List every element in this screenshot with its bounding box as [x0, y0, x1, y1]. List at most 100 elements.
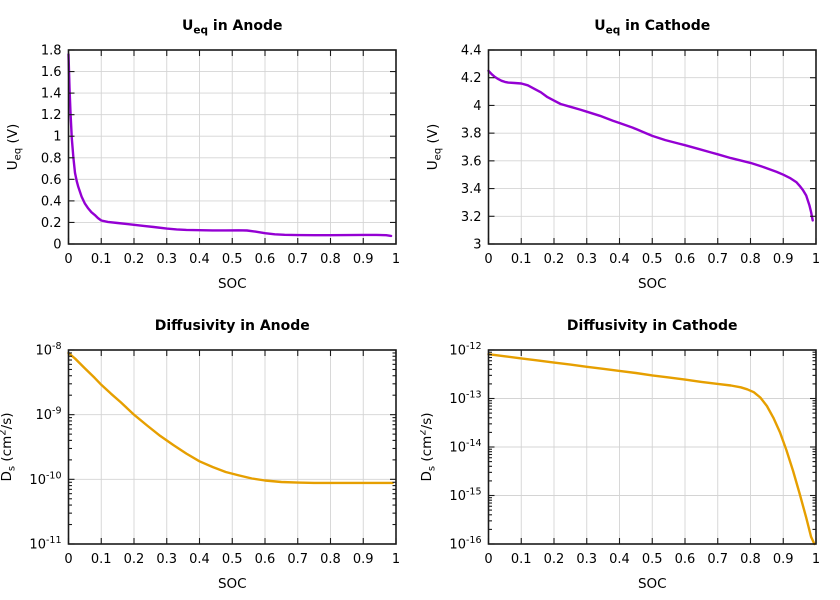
- x-axis-label: SOC: [218, 276, 247, 292]
- svg-text:0.4: 0.4: [41, 194, 62, 209]
- y-tick-labels: 3 3.2 3.4 3.6 3.8 4 4.2 4.4: [461, 44, 482, 253]
- y-axis-label: Ueq (V): [425, 124, 444, 170]
- svg-text:0.9: 0.9: [773, 252, 794, 267]
- y-tick-labels: 10-16 10-15 10-14 10-13 10-12: [449, 341, 481, 553]
- y-axis-label: Ds (cm2/s): [420, 413, 438, 482]
- y-tick-labels: 10-11 10-10 10-9 10-8: [29, 341, 61, 553]
- plot-title: Diffusivity in Cathode: [567, 318, 738, 334]
- svg-text:1: 1: [53, 130, 61, 145]
- svg-text:1: 1: [392, 552, 400, 567]
- svg-text:0.8: 0.8: [41, 151, 62, 166]
- grid-lines: [488, 349, 817, 545]
- svg-text:0.1: 0.1: [511, 552, 532, 567]
- svg-text:0.5: 0.5: [642, 252, 663, 267]
- svg-text:3.2: 3.2: [461, 210, 482, 225]
- svg-text:0.2: 0.2: [544, 552, 565, 567]
- svg-text:0.2: 0.2: [41, 216, 62, 231]
- svg-text:0.3: 0.3: [156, 552, 177, 567]
- x-tick-labels: 0 0.1 0.2 0.3 0.4 0.5 0.6 0.7 0.8 0.9 1: [484, 552, 820, 567]
- plot-title: Ueq in Anode: [182, 18, 282, 37]
- svg-text:1.2: 1.2: [41, 108, 62, 123]
- svg-text:0: 0: [64, 552, 72, 567]
- svg-text:0: 0: [64, 252, 72, 267]
- x-axis-label: SOC: [638, 276, 667, 292]
- svg-text:0.9: 0.9: [773, 552, 794, 567]
- svg-text:0.5: 0.5: [222, 552, 243, 567]
- grid-lines: [488, 49, 817, 245]
- y-tick-labels: 0 0.2 0.4 0.6 0.8 1 1.2 1.4 1.6 1.8: [41, 44, 62, 253]
- diffusivity-anode-chart: 0 0.1 0.2 0.3 0.4 0.5 0.6 0.7 0.8 0.9 110-1110-101…: [0, 318, 400, 592]
- svg-text:0.1: 0.1: [91, 252, 112, 267]
- svg-text:10-12: 10-12: [449, 341, 481, 359]
- x-tick-labels: 0 0.1 0.2 0.3 0.4 0.5 0.6 0.7 0.8 0.9 1: [64, 552, 400, 567]
- x-axis-label: SOC: [638, 576, 667, 592]
- svg-text:1: 1: [812, 252, 820, 267]
- plot-title: Diffusivity in Anode: [155, 318, 310, 334]
- svg-text:4.4: 4.4: [461, 44, 482, 59]
- svg-text:0.7: 0.7: [707, 552, 728, 567]
- svg-text:0.8: 0.8: [320, 252, 341, 267]
- svg-text:0: 0: [484, 552, 492, 567]
- svg-text:10-16: 10-16: [449, 535, 481, 553]
- diffusivity-anode-curve: [67, 351, 394, 485]
- svg-text:3.4: 3.4: [461, 182, 482, 197]
- svg-text:3: 3: [473, 238, 481, 253]
- svg-text:0.6: 0.6: [41, 173, 62, 188]
- grid-lines: [68, 349, 397, 545]
- svg-text:0.4: 0.4: [609, 252, 630, 267]
- svg-text:0.9: 0.9: [353, 252, 374, 267]
- svg-text:0.6: 0.6: [255, 552, 276, 567]
- ueq-anode-curve: [67, 53, 393, 238]
- plot-ueq-anode: 0 0.1 0.2 0.3 0.4 0.5 0.6 0.7 0.8 0.9 1 0 0.2 0.4 0.6 0…: [0, 0, 420, 300]
- svg-text:0.3: 0.3: [576, 252, 597, 267]
- svg-text:0.2: 0.2: [544, 252, 565, 267]
- svg-text:0: 0: [53, 238, 61, 253]
- diffusivity-cathode-curve: [487, 353, 816, 546]
- plot-border: [67, 349, 397, 545]
- plot-title: Ueq in Cathode: [594, 18, 710, 37]
- svg-text:10-10: 10-10: [29, 470, 61, 488]
- plot-diffusivity-cathode: 0 0.1 0.2 0.3 0.4 0.5 0.6 0.7 0.8 0.9 1 10-16 10-15 1…: [420, 300, 840, 600]
- svg-text:0.8: 0.8: [320, 552, 341, 567]
- ueq-cathode-chart: 0 0.1 0.2 0.3 0.4 0.5 0.6 0.7 0.8 0.9 133.23.43.63…: [425, 18, 820, 292]
- svg-text:1.4: 1.4: [41, 87, 62, 102]
- svg-text:0.6: 0.6: [675, 252, 696, 267]
- y-axis-label: Ueq (V): [5, 124, 24, 170]
- svg-text:1.8: 1.8: [41, 44, 62, 59]
- svg-text:4.2: 4.2: [461, 71, 482, 86]
- svg-text:0.1: 0.1: [91, 552, 112, 567]
- svg-text:0.7: 0.7: [287, 552, 308, 567]
- svg-text:0.1: 0.1: [511, 252, 532, 267]
- plot-border: [67, 49, 397, 245]
- svg-text:0.7: 0.7: [287, 252, 308, 267]
- plot-diffusivity-anode: 0 0.1 0.2 0.3 0.4 0.5 0.6 0.7 0.8 0.9 1 10-11 10-10 1…: [0, 300, 420, 600]
- svg-text:3.8: 3.8: [461, 127, 482, 142]
- svg-text:1: 1: [392, 252, 400, 267]
- svg-text:0.6: 0.6: [255, 252, 276, 267]
- svg-text:10-11: 10-11: [29, 535, 61, 553]
- svg-text:0.7: 0.7: [707, 252, 728, 267]
- svg-text:0.5: 0.5: [222, 252, 243, 267]
- svg-text:1.6: 1.6: [41, 65, 62, 80]
- ueq-anode-chart: 0 0.1 0.2 0.3 0.4 0.5 0.6 0.7 0.8 0.9 100.20.40.60…: [5, 18, 400, 292]
- plot-border: [487, 349, 817, 545]
- svg-text:10-15: 10-15: [449, 487, 481, 505]
- x-axis-label: SOC: [218, 576, 247, 592]
- svg-text:0.6: 0.6: [675, 552, 696, 567]
- svg-text:0: 0: [484, 252, 492, 267]
- diffusivity-cathode-chart: 0 0.1 0.2 0.3 0.4 0.5 0.6 0.7 0.8 0.9 110-1610-151…: [420, 318, 820, 592]
- ueq-cathode-curve: [487, 69, 814, 222]
- x-tick-labels: 0 0.1 0.2 0.3 0.4 0.5 0.6 0.7 0.8 0.9 1: [484, 252, 820, 267]
- plot-ueq-cathode: 0 0.1 0.2 0.3 0.4 0.5 0.6 0.7 0.8 0.9 1 3 3.2 3.4 3.6 3…: [420, 0, 840, 300]
- y-axis-label: Ds (cm2/s): [0, 413, 18, 482]
- svg-text:0.2: 0.2: [124, 252, 145, 267]
- svg-text:1: 1: [812, 552, 820, 567]
- svg-text:0.3: 0.3: [156, 252, 177, 267]
- svg-text:0.9: 0.9: [353, 552, 374, 567]
- svg-text:10-13: 10-13: [449, 390, 481, 408]
- svg-text:0.8: 0.8: [740, 252, 761, 267]
- svg-text:0.4: 0.4: [189, 552, 210, 567]
- svg-text:0.5: 0.5: [642, 552, 663, 567]
